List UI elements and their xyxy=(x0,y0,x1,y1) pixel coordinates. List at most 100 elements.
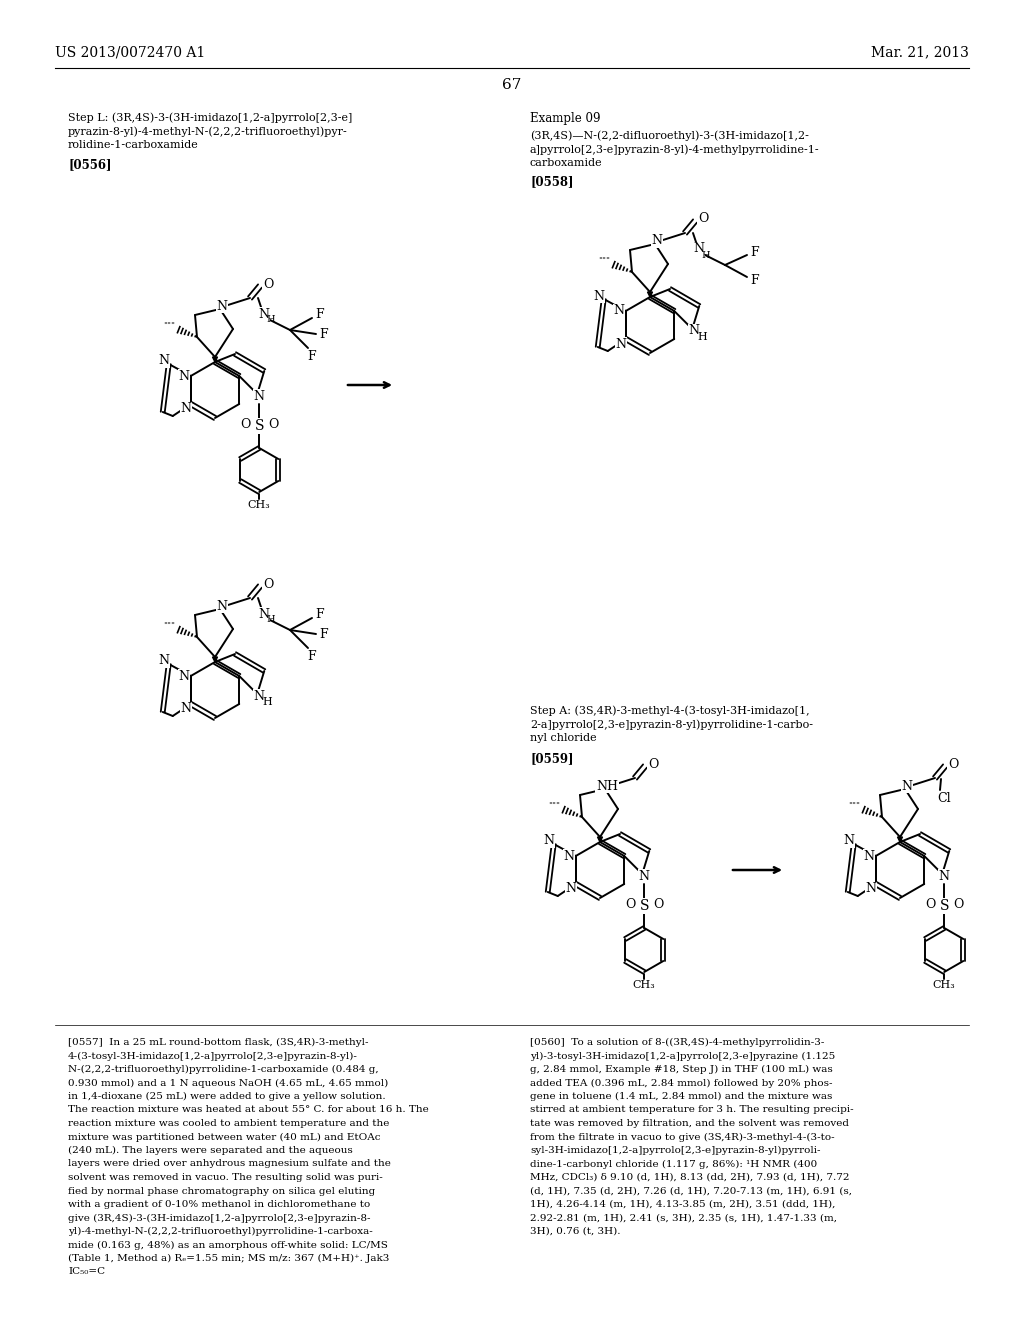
Text: [0558]: [0558] xyxy=(530,176,573,187)
Text: [0559]: [0559] xyxy=(530,752,573,766)
Text: The reaction mixture was heated at about 55° C. for about 16 h. The: The reaction mixture was heated at about… xyxy=(68,1106,429,1114)
Text: O: O xyxy=(240,417,251,430)
Text: stirred at ambient temperature for 3 h. The resulting precipi-: stirred at ambient temperature for 3 h. … xyxy=(530,1106,854,1114)
Text: F: F xyxy=(315,309,325,322)
Text: F: F xyxy=(319,327,329,341)
Text: pyrazin-8-yl)-4-methyl-N-(2,2,2-trifluoroethyl)pyr-: pyrazin-8-yl)-4-methyl-N-(2,2,2-trifluor… xyxy=(68,125,348,136)
Text: N: N xyxy=(180,702,191,715)
Text: N: N xyxy=(159,655,169,668)
Text: N: N xyxy=(216,300,227,313)
Text: N: N xyxy=(565,883,577,895)
Text: N: N xyxy=(180,403,191,416)
Text: """: """ xyxy=(163,321,175,329)
Text: """: """ xyxy=(548,801,560,809)
Text: Cl: Cl xyxy=(937,792,951,804)
Text: F: F xyxy=(319,627,329,640)
Text: [0556]: [0556] xyxy=(68,158,112,172)
Text: S: S xyxy=(640,899,649,913)
Text: Step L: (3R,4S)-3-(3H-imidazo[1,2-a]pyrrolo[2,3-e]: Step L: (3R,4S)-3-(3H-imidazo[1,2-a]pyrr… xyxy=(68,112,352,123)
Text: H: H xyxy=(701,251,711,260)
Text: US 2013/0072470 A1: US 2013/0072470 A1 xyxy=(55,45,205,59)
Polygon shape xyxy=(597,837,602,842)
Polygon shape xyxy=(647,292,652,297)
Text: N: N xyxy=(159,355,169,367)
Text: O: O xyxy=(948,758,958,771)
Text: 2.92-2.81 (m, 1H), 2.41 (s, 3H), 2.35 (s, 1H), 1.47-1.33 (m,: 2.92-2.81 (m, 1H), 2.41 (s, 3H), 2.35 (s… xyxy=(530,1213,837,1222)
Text: Example 09: Example 09 xyxy=(530,112,600,125)
Text: O: O xyxy=(625,898,636,911)
Text: [0557]  In a 25 mL round-bottom flask, (3S,4R)-3-methyl-: [0557] In a 25 mL round-bottom flask, (3… xyxy=(68,1038,369,1047)
Text: added TEA (0.396 mL, 2.84 mmol) followed by 20% phos-: added TEA (0.396 mL, 2.84 mmol) followed… xyxy=(530,1078,833,1088)
Text: N: N xyxy=(843,834,854,847)
Text: reaction mixture was cooled to ambient temperature and the: reaction mixture was cooled to ambient t… xyxy=(68,1119,389,1129)
Text: N: N xyxy=(651,235,663,248)
Text: in 1,4-dioxane (25 mL) were added to give a yellow solution.: in 1,4-dioxane (25 mL) were added to giv… xyxy=(68,1092,386,1101)
Text: N-(2,2,2-trifluoroethyl)pyrrolidine-1-carboxamide (0.484 g,: N-(2,2,2-trifluoroethyl)pyrrolidine-1-ca… xyxy=(68,1065,379,1074)
Text: solvent was removed in vacuo. The resulting solid was puri-: solvent was removed in vacuo. The result… xyxy=(68,1173,383,1181)
Text: H: H xyxy=(266,615,275,624)
Text: N: N xyxy=(216,599,227,612)
Text: MHz, CDCl₃) δ 9.10 (d, 1H), 8.13 (dd, 2H), 7.93 (d, 1H), 7.72: MHz, CDCl₃) δ 9.10 (d, 1H), 8.13 (dd, 2H… xyxy=(530,1173,850,1181)
Text: CH₃: CH₃ xyxy=(248,500,270,510)
Text: N: N xyxy=(178,669,189,682)
Text: F: F xyxy=(751,275,760,288)
Text: a]pyrrolo[2,3-e]pyrazin-8-yl)-4-methylpyrrolidine-1-: a]pyrrolo[2,3-e]pyrazin-8-yl)-4-methylpy… xyxy=(530,144,819,154)
Text: mide (0.163 g, 48%) as an amorphous off-white solid: LC/MS: mide (0.163 g, 48%) as an amorphous off-… xyxy=(68,1241,388,1250)
Text: O: O xyxy=(953,898,964,911)
Text: N: N xyxy=(178,370,189,383)
Text: N: N xyxy=(254,689,265,702)
Polygon shape xyxy=(897,837,902,842)
Text: O: O xyxy=(653,898,664,911)
Text: F: F xyxy=(751,247,760,260)
Text: O: O xyxy=(263,277,273,290)
Text: nyl chloride: nyl chloride xyxy=(530,733,597,743)
Text: NH: NH xyxy=(596,780,618,792)
Text: (240 mL). The layers were separated and the aqueous: (240 mL). The layers were separated and … xyxy=(68,1146,352,1155)
Text: S: S xyxy=(939,899,949,913)
Text: [0560]  To a solution of 8-((3R,4S)-4-methylpyrrolidin-3-: [0560] To a solution of 8-((3R,4S)-4-met… xyxy=(530,1038,824,1047)
Text: 67: 67 xyxy=(503,78,521,92)
Text: N: N xyxy=(254,389,265,403)
Text: Mar. 21, 2013: Mar. 21, 2013 xyxy=(871,45,969,59)
Text: N: N xyxy=(544,834,554,847)
Text: O: O xyxy=(925,898,936,911)
Text: N: N xyxy=(258,607,269,620)
Text: (Table 1, Method a) Rₑ=1.55 min; MS m/z: 367 (M+H)⁺. Jak3: (Table 1, Method a) Rₑ=1.55 min; MS m/z:… xyxy=(68,1254,389,1263)
Text: N: N xyxy=(865,883,877,895)
Text: (d, 1H), 7.35 (d, 2H), 7.26 (d, 1H), 7.20-7.13 (m, 1H), 6.91 (s,: (d, 1H), 7.35 (d, 2H), 7.26 (d, 1H), 7.2… xyxy=(530,1187,852,1196)
Text: H: H xyxy=(697,333,708,342)
Text: N: N xyxy=(863,850,874,862)
Text: F: F xyxy=(307,651,316,664)
Text: 2-a]pyrrolo[2,3-e]pyrazin-8-yl)pyrrolidine-1-carbo-: 2-a]pyrrolo[2,3-e]pyrazin-8-yl)pyrrolidi… xyxy=(530,719,813,730)
Text: fied by normal phase chromatography on silica gel eluting: fied by normal phase chromatography on s… xyxy=(68,1187,375,1196)
Text: N: N xyxy=(939,870,949,883)
Text: IC₅₀=C: IC₅₀=C xyxy=(68,1267,105,1276)
Text: yl)-3-tosyl-3H-imidazo[1,2-a]pyrrolo[2,3-e]pyrazine (1.125: yl)-3-tosyl-3H-imidazo[1,2-a]pyrrolo[2,3… xyxy=(530,1052,836,1061)
Text: N: N xyxy=(615,338,627,351)
Text: O: O xyxy=(263,578,273,590)
Text: N: N xyxy=(613,305,625,318)
Text: S: S xyxy=(255,418,264,433)
Polygon shape xyxy=(213,356,217,362)
Text: H: H xyxy=(266,315,275,325)
Text: CH₃: CH₃ xyxy=(633,979,655,990)
Text: F: F xyxy=(315,609,325,622)
Text: 1H), 4.26-4.14 (m, 1H), 4.13-3.85 (m, 2H), 3.51 (ddd, 1H),: 1H), 4.26-4.14 (m, 1H), 4.13-3.85 (m, 2H… xyxy=(530,1200,836,1209)
Text: H: H xyxy=(262,697,272,708)
Text: tate was removed by filtration, and the solvent was removed: tate was removed by filtration, and the … xyxy=(530,1119,849,1129)
Text: O: O xyxy=(268,417,279,430)
Text: NH: NH xyxy=(596,780,618,792)
Text: carboxamide: carboxamide xyxy=(530,158,603,168)
Text: N: N xyxy=(901,780,912,792)
Text: 0.930 mmol) and a 1 N aqueous NaOH (4.65 mL, 4.65 mmol): 0.930 mmol) and a 1 N aqueous NaOH (4.65… xyxy=(68,1078,388,1088)
Text: """: """ xyxy=(598,256,610,264)
Text: N: N xyxy=(563,850,574,862)
Text: mixture was partitioned between water (40 mL) and EtOAc: mixture was partitioned between water (4… xyxy=(68,1133,381,1142)
Text: N: N xyxy=(693,243,705,256)
Text: N: N xyxy=(258,308,269,321)
Text: 3H), 0.76 (t, 3H).: 3H), 0.76 (t, 3H). xyxy=(530,1228,621,1236)
Text: """: """ xyxy=(163,620,175,630)
Polygon shape xyxy=(213,657,217,663)
Text: Step A: (3S,4R)-3-methyl-4-(3-tosyl-3H-imidazo[1,: Step A: (3S,4R)-3-methyl-4-(3-tosyl-3H-i… xyxy=(530,705,810,715)
Text: rolidine-1-carboxamide: rolidine-1-carboxamide xyxy=(68,140,199,150)
